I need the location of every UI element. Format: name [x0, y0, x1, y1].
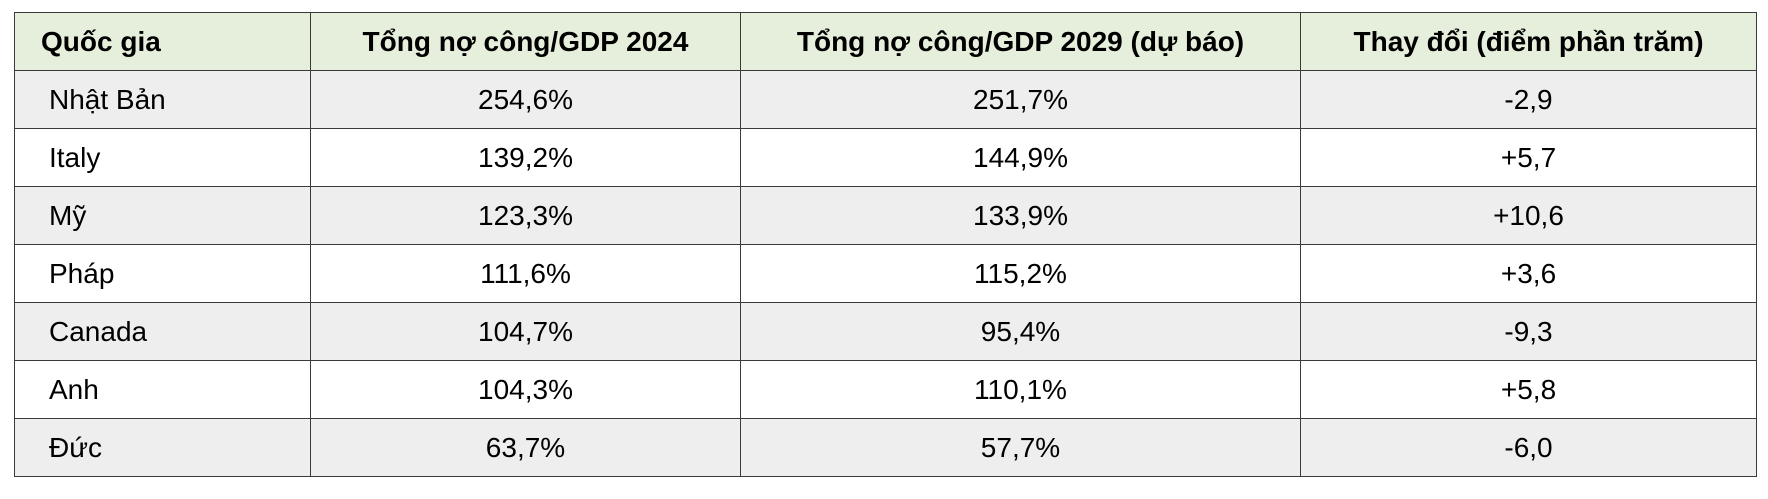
table-row: Đức 63,7% 57,7% -6,0	[14, 418, 1757, 477]
cell-country: Mỹ	[14, 186, 311, 245]
cell-debt-2024: 104,7%	[310, 302, 741, 361]
table-row: Pháp 111,6% 115,2% +3,6	[14, 244, 1757, 303]
cell-country: Pháp	[14, 244, 311, 303]
header-debt-2024: Tổng nợ công/GDP 2024	[310, 12, 741, 71]
cell-country: Nhật Bản	[14, 70, 311, 129]
cell-country: Canada	[14, 302, 311, 361]
cell-debt-2029: 144,9%	[740, 128, 1301, 187]
cell-change: +5,8	[1300, 360, 1757, 419]
cell-country: Anh	[14, 360, 311, 419]
table-body: Nhật Bản 254,6% 251,7% -2,9 Italy 139,2%…	[14, 70, 1757, 477]
table-row: Canada 104,7% 95,4% -9,3	[14, 302, 1757, 361]
table-row: Mỹ 123,3% 133,9% +10,6	[14, 186, 1757, 245]
cell-debt-2029: 110,1%	[740, 360, 1301, 419]
cell-change: -9,3	[1300, 302, 1757, 361]
public-debt-table: Quốc gia Tổng nợ công/GDP 2024 Tổng nợ c…	[14, 12, 1757, 477]
table-row: Anh 104,3% 110,1% +5,8	[14, 360, 1757, 419]
header-row: Quốc gia Tổng nợ công/GDP 2024 Tổng nợ c…	[14, 12, 1757, 71]
cell-debt-2029: 57,7%	[740, 418, 1301, 477]
cell-debt-2024: 111,6%	[310, 244, 741, 303]
cell-debt-2024: 63,7%	[310, 418, 741, 477]
cell-country: Italy	[14, 128, 311, 187]
header-country: Quốc gia	[14, 12, 311, 71]
cell-debt-2029: 251,7%	[740, 70, 1301, 129]
cell-debt-2029: 115,2%	[740, 244, 1301, 303]
cell-change: -6,0	[1300, 418, 1757, 477]
cell-debt-2024: 139,2%	[310, 128, 741, 187]
table-row: Nhật Bản 254,6% 251,7% -2,9	[14, 70, 1757, 129]
cell-change: +10,6	[1300, 186, 1757, 245]
cell-debt-2029: 133,9%	[740, 186, 1301, 245]
header-change: Thay đổi (điểm phần trăm)	[1300, 12, 1757, 71]
cell-debt-2024: 104,3%	[310, 360, 741, 419]
cell-change: -2,9	[1300, 70, 1757, 129]
cell-country: Đức	[14, 418, 311, 477]
cell-change: +3,6	[1300, 244, 1757, 303]
table-row: Italy 139,2% 144,9% +5,7	[14, 128, 1757, 187]
header-debt-2029-forecast: Tổng nợ công/GDP 2029 (dự báo)	[740, 12, 1301, 71]
cell-debt-2024: 254,6%	[310, 70, 741, 129]
cell-change: +5,7	[1300, 128, 1757, 187]
cell-debt-2024: 123,3%	[310, 186, 741, 245]
cell-debt-2029: 95,4%	[740, 302, 1301, 361]
table-header: Quốc gia Tổng nợ công/GDP 2024 Tổng nợ c…	[14, 12, 1757, 71]
